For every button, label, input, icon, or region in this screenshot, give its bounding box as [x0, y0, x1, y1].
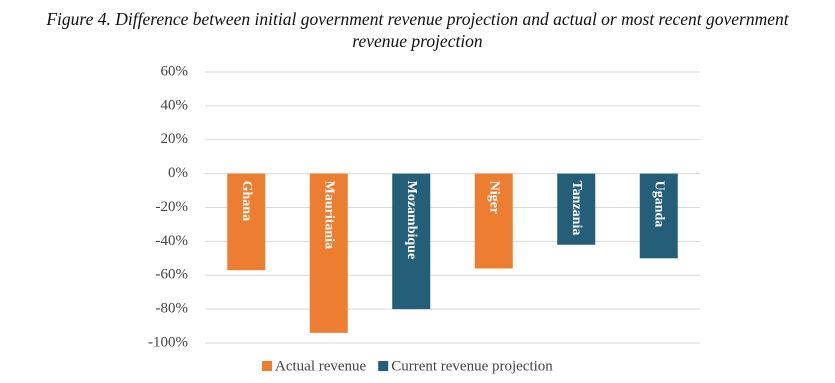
chart-title: Figure 4. Difference between initial gov… — [46, 9, 789, 51]
y-tick-label: -20% — [156, 199, 189, 215]
bar — [227, 173, 266, 271]
bar — [309, 173, 348, 333]
y-tick-label: 0% — [168, 165, 188, 181]
bar-category-label: Ghana — [239, 181, 254, 221]
legend-label: Actual revenue — [275, 358, 367, 374]
legend-label: Current revenue projection — [391, 358, 553, 374]
y-tick-label: 40% — [161, 97, 189, 113]
y-tick-label: -60% — [156, 267, 189, 283]
y-tick-label: -80% — [156, 301, 189, 317]
bar-category-label: Mauritania — [322, 181, 337, 249]
y-tick-label: -100% — [148, 334, 188, 350]
bar-category-label: Uganda — [652, 181, 667, 228]
bar — [557, 173, 596, 245]
legend-swatch — [378, 361, 389, 371]
y-tick-label: 20% — [161, 131, 189, 147]
y-tick-label: 60% — [161, 63, 189, 79]
y-tick-label: -40% — [156, 233, 189, 249]
bar-category-label: Mozambique — [404, 181, 419, 260]
legend-swatch — [262, 361, 272, 371]
bar-category-label: Niger — [487, 181, 502, 214]
bar — [392, 173, 431, 310]
bar — [639, 173, 678, 259]
bar — [474, 173, 513, 269]
bar-category-label: Tanzania — [569, 181, 584, 236]
